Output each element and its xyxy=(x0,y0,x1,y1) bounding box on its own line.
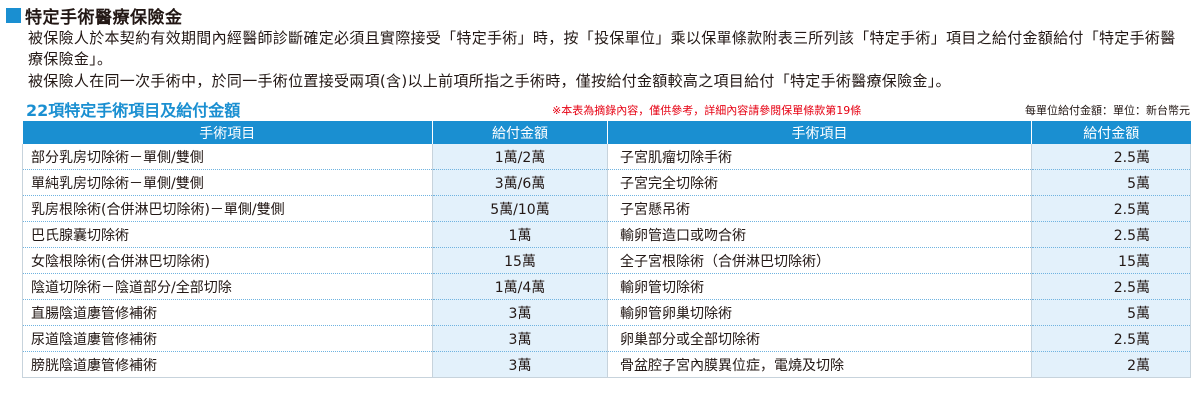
table-header-row: 手術項目 給付金額 手術項目 給付金額 xyxy=(22,121,1191,144)
table-row: 膀胱陰道廔管修補術 3萬 骨盆腔子宮內膜異位症，電燒及切除 2萬 xyxy=(22,351,1191,378)
right-benefit-amount: 5萬 xyxy=(1031,299,1191,326)
left-surgery-name: 陰道切除術－陰道部分/全部切除 xyxy=(22,273,433,300)
left-benefit-amount: 1萬 xyxy=(432,221,608,248)
right-benefit-amount: 2萬 xyxy=(1031,351,1191,378)
table-row: 女陰根除術(合併淋巴切除術) 15萬 全子宮根除術（合併淋巴切除術） 15萬 xyxy=(22,247,1191,274)
left-benefit-amount: 3萬 xyxy=(432,351,608,378)
right-surgery-name: 卵巢部分或全部切除術 xyxy=(607,325,1032,352)
right-surgery-name: 輸卵管卵巢切除術 xyxy=(607,299,1032,326)
right-benefit-amount: 2.5萬 xyxy=(1031,325,1191,352)
right-surgery-name: 子宮肌瘤切除手術 xyxy=(607,144,1032,170)
disclaimer-notice: ※本表為摘錄內容，僅供參考，詳細內容請參閱保單條款第19條 xyxy=(552,104,862,117)
left-surgery-name: 單純乳房切除術－單側/雙側 xyxy=(22,169,433,196)
surgery-benefit-table: 手術項目 給付金額 手術項目 給付金額 部分乳房切除術－單側/雙側 1萬/2萬 子宮… xyxy=(22,121,1191,378)
square-bullet-icon xyxy=(6,7,21,23)
table-row: 陰道切除術－陰道部分/全部切除 1萬/4萬 輸卵管切除術 2.5萬 xyxy=(22,273,1191,300)
unit-note: 每單位給付金額：單位：新台幣元 xyxy=(1025,104,1190,117)
header-benefit-amount-right: 給付金額 xyxy=(1031,121,1191,144)
right-surgery-name: 全子宮根除術（合併淋巴切除術） xyxy=(607,247,1032,274)
left-surgery-name: 膀胱陰道廔管修補術 xyxy=(22,351,433,378)
table-row: 尿道陰道廔管修補術 3萬 卵巢部分或全部切除術 2.5萬 xyxy=(22,325,1191,352)
left-benefit-amount: 1萬/4萬 xyxy=(432,273,608,300)
right-surgery-name: 骨盆腔子宮內膜異位症，電燒及切除 xyxy=(607,351,1032,378)
right-surgery-name: 子宮懸吊術 xyxy=(607,195,1032,222)
left-surgery-name: 尿道陰道廔管修補術 xyxy=(22,325,433,352)
header-surgery-item-left: 手術項目 xyxy=(22,121,433,144)
right-benefit-amount: 2.5萬 xyxy=(1031,195,1191,222)
left-benefit-amount: 1萬/2萬 xyxy=(432,144,608,170)
left-benefit-amount: 3萬 xyxy=(432,325,608,352)
left-surgery-name: 部分乳房切除術－單側/雙側 xyxy=(22,144,433,170)
left-benefit-amount: 3萬/6萬 xyxy=(432,169,608,196)
table-row: 巴氏腺囊切除術 1萬 輸卵管造口或吻合術 2.5萬 xyxy=(22,221,1191,248)
right-surgery-name: 輸卵管造口或吻合術 xyxy=(607,221,1032,248)
right-benefit-amount: 15萬 xyxy=(1031,247,1191,274)
table-row: 部分乳房切除術－單側/雙側 1萬/2萬 子宮肌瘤切除手術 2.5萬 xyxy=(22,144,1191,170)
left-surgery-name: 乳房根除術(合併淋巴切除術)－單側/雙側 xyxy=(22,195,433,222)
right-benefit-amount: 2.5萬 xyxy=(1031,273,1191,300)
table-row: 直腸陰道廔管修補術 3萬 輸卵管卵巢切除術 5萬 xyxy=(22,299,1191,326)
table-row: 乳房根除術(合併淋巴切除術)－單側/雙側 5萬/10萬 子宮懸吊術 2.5萬 xyxy=(22,195,1191,222)
left-surgery-name: 女陰根除術(合併淋巴切除術) xyxy=(22,247,433,274)
table-row: 單純乳房切除術－單側/雙側 3萬/6萬 子宮完全切除術 5萬 xyxy=(22,169,1191,196)
left-benefit-amount: 15萬 xyxy=(432,247,608,274)
description-paragraph-1: 被保險人於本契約有效期間內經醫師診斷確定必須且實際接受「特定手術」時，按「投保單… xyxy=(28,29,1176,68)
header-benefit-amount-left: 給付金額 xyxy=(432,121,608,144)
page-title: 特定手術醫療保險金 xyxy=(25,7,183,28)
description-paragraph-2: 被保險人在同一次手術中，於同一手術位置接受兩項(含)以上前項所指之手術時，僅按給… xyxy=(28,72,951,90)
table-title: 22項特定手術項目及給付金額 xyxy=(26,101,241,120)
right-benefit-amount: 2.5萬 xyxy=(1031,221,1191,248)
right-surgery-name: 子宮完全切除術 xyxy=(607,169,1032,196)
right-benefit-amount: 5萬 xyxy=(1031,169,1191,196)
section-title: 特定手術醫療保險金 xyxy=(6,4,183,28)
left-surgery-name: 直腸陰道廔管修補術 xyxy=(22,299,433,326)
header-surgery-item-right: 手術項目 xyxy=(607,121,1032,144)
left-benefit-amount: 3萬 xyxy=(432,299,608,326)
left-benefit-amount: 5萬/10萬 xyxy=(432,195,608,222)
left-surgery-name: 巴氏腺囊切除術 xyxy=(22,221,433,248)
right-benefit-amount: 2.5萬 xyxy=(1031,144,1191,170)
table-caption-row: 22項特定手術項目及給付金額 ※本表為摘錄內容，僅供參考，詳細內容請參閱保單條款… xyxy=(22,96,1190,120)
right-surgery-name: 輸卵管切除術 xyxy=(607,273,1032,300)
